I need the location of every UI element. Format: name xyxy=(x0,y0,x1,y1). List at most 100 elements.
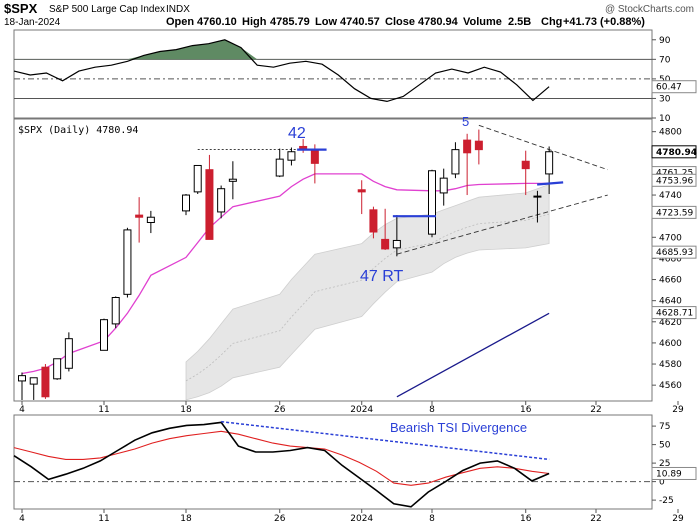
candle-body xyxy=(428,170,436,235)
rsi-y-tick-label-3: 30 xyxy=(659,94,671,104)
price-tag-label-0: 4780.94 xyxy=(656,148,697,158)
candle-body xyxy=(533,195,542,198)
candle-body xyxy=(205,169,214,240)
x-tick-label-tsi-3: 26 xyxy=(274,514,286,524)
x-tick-label-tsi-6: 16 xyxy=(520,514,532,524)
rsi-panel-frame xyxy=(13,29,653,119)
chart-header: $SPX S&P 500 Large Cap Index INDX @ Stoc… xyxy=(4,1,694,28)
price-panel: $SPX (Daily) 4780.94 4800478047604740472… xyxy=(18,124,697,401)
price-ma-long xyxy=(396,312,550,398)
header-date: 18-Jan-2024 xyxy=(4,17,61,28)
candle-body xyxy=(310,150,319,164)
price-y-tick-label-7: 4660 xyxy=(659,276,682,286)
open-label: Open xyxy=(166,16,194,28)
price-tag-label-1: 4761.25 xyxy=(656,169,693,179)
candle-body xyxy=(357,189,366,193)
tsi-y-tick-label-1: 50 xyxy=(659,441,671,451)
x-tick-label-tsi-7: 22 xyxy=(590,514,601,524)
header-exchange: INDX xyxy=(166,4,190,15)
candle-body xyxy=(217,188,226,213)
x-axis: 4 4 11 11 18 18 26 26 2024 2024 8 8 16 16 22 22 29 29 xyxy=(19,401,684,524)
header-name: S&P 500 Large Cap Index xyxy=(49,4,165,15)
high-value: 4785.79 xyxy=(270,16,310,28)
rsi-line xyxy=(13,39,550,103)
price-band-mid xyxy=(185,213,550,382)
x-tick-label-price-4: 2024 xyxy=(350,405,373,415)
chg-label: Chg xyxy=(541,16,562,28)
price-y-tick-label-9: 4620 xyxy=(659,318,682,328)
price-y-tick-label-11: 4580 xyxy=(659,360,682,370)
price-y-tick-label-8: 4640 xyxy=(659,297,682,307)
triangle-upper-line xyxy=(478,124,608,171)
price-y-tick-label-6: 4680 xyxy=(659,254,682,264)
open-value: 4760.10 xyxy=(197,16,237,28)
candle-body xyxy=(41,366,50,398)
tsi-panel-frame xyxy=(13,414,653,510)
price-y-tick-label-5: 4700 xyxy=(659,233,682,243)
high-label: High xyxy=(242,16,267,28)
tsi-panel: 75 50 25 0 -25 10.89 xyxy=(13,420,697,508)
price-y-tick-label-3: 4740 xyxy=(659,191,682,201)
candle-body xyxy=(451,149,460,175)
rsi-last-value-label: 60.47 xyxy=(656,83,682,93)
close-label: Close xyxy=(385,16,415,28)
tsi-y-tick-label-0: 75 xyxy=(659,422,670,432)
tsi-last-value-tag xyxy=(651,466,697,480)
annotation-42: 42 xyxy=(288,125,306,142)
x-tick-label-price-7: 22 xyxy=(590,405,601,415)
x-tick-label-tsi-2: 18 xyxy=(180,514,192,524)
candle-body xyxy=(369,209,378,233)
price-y-tick-label-12: 4560 xyxy=(659,381,682,391)
annotation-47-rt: 47 RT xyxy=(360,268,404,285)
x-tick-label-price-6: 16 xyxy=(520,405,532,415)
price-panel-frame xyxy=(13,118,653,402)
price-band xyxy=(185,183,550,401)
tsi-line xyxy=(13,421,550,508)
x-tick-label-tsi-0: 4 xyxy=(19,514,25,524)
price-tag-label-5: 4628.71 xyxy=(656,309,693,319)
candle-body xyxy=(381,238,390,250)
candle-body xyxy=(392,239,401,249)
rsi-y-tick-label-2: 50 xyxy=(659,75,671,85)
candle-body xyxy=(439,177,448,194)
x-tick-label-price-8: 29 xyxy=(672,405,684,415)
price-y-tick-label-10: 4600 xyxy=(659,339,682,349)
x-tick-label-price-1: 11 xyxy=(98,405,109,415)
price-tag-2 xyxy=(651,173,697,187)
candle-body xyxy=(474,140,483,151)
volume-value: 2.5B xyxy=(508,16,531,28)
x-tick-label-tsi-5: 8 xyxy=(429,514,435,524)
chg-value: +41.73 (+0.88%) xyxy=(563,16,645,28)
candle-body xyxy=(135,214,144,218)
candle-body xyxy=(193,164,202,193)
x-tick-label-tsi-4: 2024 xyxy=(350,514,373,524)
price-tag-label-2: 4753.96 xyxy=(656,176,693,186)
candle-body xyxy=(545,151,554,175)
low-value: 4740.57 xyxy=(340,16,380,28)
price-tag-label-4: 4685.93 xyxy=(656,248,693,258)
candle-body xyxy=(146,216,155,224)
candle-body xyxy=(275,158,284,177)
close-value: 4780.94 xyxy=(418,16,459,28)
tsi-divergence-line xyxy=(221,420,550,461)
price-tag-0 xyxy=(651,145,697,159)
candle-body xyxy=(53,358,62,380)
tsi-last-value-label: 10.89 xyxy=(656,469,682,479)
low-label: Low xyxy=(315,16,337,28)
candle-body xyxy=(287,151,296,161)
triangle-lower-line xyxy=(396,194,608,255)
rsi-panel: 90 70 50 30 10 60.47 xyxy=(13,36,697,124)
tsi-y-tick-label-3: 0 xyxy=(659,478,665,488)
x-tick-label-tsi-8: 29 xyxy=(672,514,684,524)
annotation-tsi-divergence: Bearish TSI Divergence xyxy=(390,420,527,435)
candle-body xyxy=(123,229,132,295)
candle-body xyxy=(100,319,108,351)
rsi-y-tick-label-1: 70 xyxy=(659,55,671,65)
price-y-tick-label-0: 4800 xyxy=(659,128,682,138)
candle-body xyxy=(64,338,73,369)
price-tag-3 xyxy=(651,205,697,219)
tsi-y-tick-label-2: 25 xyxy=(659,459,670,469)
candle-body xyxy=(18,375,26,382)
price-tag-label-3: 4723.59 xyxy=(656,208,693,218)
